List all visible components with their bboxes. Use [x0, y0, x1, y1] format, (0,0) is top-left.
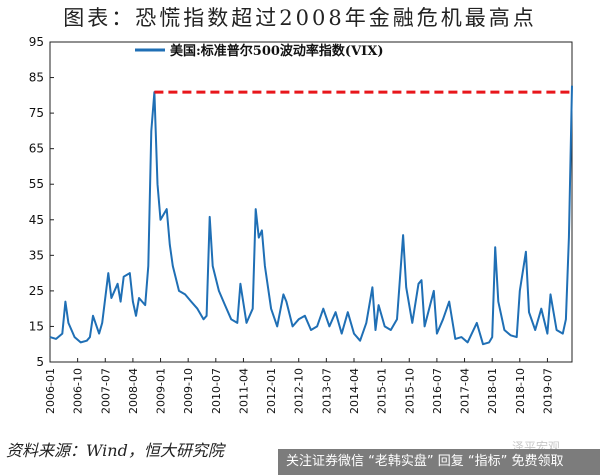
legend-label: 美国:标准普尔500波动率指数(VIX) [170, 43, 384, 59]
x-tick-label: 2013-07 [320, 368, 333, 414]
x-tick-label: 2010-07 [210, 368, 223, 414]
y-tick-label: 45 [29, 213, 44, 227]
series-layer [49, 85, 573, 346]
x-tick-label: 2014-04 [348, 368, 361, 414]
y-tick-label: 25 [29, 284, 44, 298]
y-tick-label: 55 [29, 177, 44, 191]
y-tick-label: 5 [36, 355, 44, 369]
x-tick-label: 2015-01 [376, 368, 389, 414]
x-tick-label: 2009-10 [182, 368, 195, 414]
x-tick-label: 2012-01 [265, 368, 278, 414]
x-tick-label: 2012-10 [293, 368, 306, 414]
x-tick-label: 2016-07 [431, 368, 444, 414]
x-tick-label: 2018-10 [514, 368, 527, 414]
chart-title: 图表：恐慌指数超过2008年金融危机最高点 [63, 6, 537, 30]
x-tick-label: 2018-01 [486, 368, 499, 414]
x-tick-label: 2006-01 [44, 368, 57, 414]
y-axis-ticks: 5 15 25 35 45 55 65 75 85 95 [29, 35, 54, 369]
y-tick-label: 85 [29, 71, 44, 85]
legend: 美国:标准普尔500波动率指数(VIX) [135, 43, 384, 59]
plot-frame [49, 41, 573, 363]
plot-axes [49, 41, 573, 363]
y-tick-label: 35 [29, 248, 44, 262]
promo-banner: 关注证券微信 “老韩实盘” 回复 “指标” 免费领取 [278, 449, 600, 475]
x-tick-label: 2011-04 [237, 368, 250, 414]
x-tick-label: 2007-07 [99, 368, 112, 414]
x-tick-label: 2008-04 [127, 368, 140, 414]
source-note: 资料来源：Wind，恒大研究院 [6, 441, 224, 460]
x-axis-ticks: 2006-01 2006-10 2007-07 2008-04 2009-01 2009-… [44, 358, 554, 414]
x-tick-label: 2015-10 [403, 368, 416, 414]
y-tick-label: 65 [29, 142, 44, 156]
y-tick-label: 75 [29, 106, 44, 120]
x-tick-label: 2009-01 [155, 368, 168, 414]
y-tick-label: 95 [29, 35, 44, 49]
y-tick-label: 15 [29, 319, 44, 333]
x-tick-label: 2017-04 [459, 368, 472, 414]
series-line-vix [49, 85, 573, 346]
x-tick-label: 2019-07 [541, 368, 554, 414]
x-tick-label: 2006-10 [72, 368, 85, 414]
